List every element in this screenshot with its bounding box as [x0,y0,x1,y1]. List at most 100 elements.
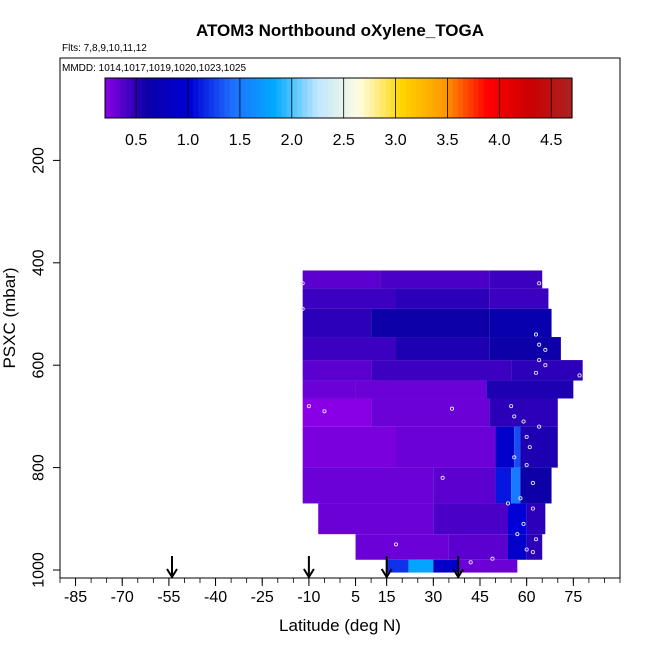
heatmap-cell [302,380,356,399]
colorbar-segment [296,78,303,118]
colorbar-segment [307,78,314,118]
colorbar-segment [193,78,199,118]
heatmap-cell [302,467,434,504]
colorbar-tick-label: 1.0 [177,132,199,149]
heatmap-cell [511,360,583,381]
heatmap-cell [355,534,449,560]
heatmap-cell [486,380,574,399]
colorbar-segment [380,78,386,118]
colorbar-segment [234,78,241,118]
colorbar-segment [213,78,220,118]
sample-point [300,306,305,311]
colorbar-segment [120,78,127,118]
colorbar-tick-label: 1.5 [229,132,251,149]
sample-point [300,281,305,286]
colorbar-segment [338,78,345,118]
colorbar-segment [239,78,246,118]
colorbar-segment [130,78,137,118]
heatmap-cell [508,534,527,560]
sample-point [449,406,455,411]
colorbar-segment [525,78,532,118]
colorbar-segment [535,78,542,118]
heatmap-cell [396,288,490,309]
sample-point [533,537,539,542]
colorbar-segment [265,78,272,118]
heatmap-cell [302,360,372,381]
colorbar-segment [400,78,407,118]
colorbar-segment [411,78,417,118]
colorbar-segment [431,78,438,118]
sample-point [530,550,535,555]
sample-point [440,475,445,480]
colorbar: 0.5 1.0 1.5 2.0 2.5 3.0 3.5 4.0 4.5 [104,77,573,149]
colorbar-segment [359,78,366,118]
colorbar-segment [452,78,459,118]
sample-points [300,281,582,565]
sample-point [512,455,517,460]
colorbar-segment [343,78,350,118]
sample-point [505,501,511,506]
x-tick-label: 45 [471,589,489,606]
colorbar-segment [437,78,443,118]
colorbar-segment [530,78,537,118]
colorbar-tick-label: 4.5 [540,132,562,149]
colorbar-segment [136,78,142,118]
colorbar-segment [151,78,158,118]
x-tick-label: -55 [157,589,180,606]
colorbar-segment [374,78,381,118]
x-tick-label: -85 [64,589,87,606]
sample-point [543,363,548,368]
heatmap-cell [511,467,521,504]
colorbar-segment [188,78,194,118]
colorbar-segment [141,78,148,118]
colorbar-segment [463,78,469,118]
colorbar-segment [540,78,547,118]
colorbar-segment [551,78,558,118]
heatmap-cell [396,337,490,361]
x-tick-label: -40 [204,589,227,606]
colorbar-segment [348,78,355,118]
heatmap-cell [433,467,496,504]
colorbar-segment [426,78,433,118]
heatmap-cell [520,426,558,468]
colorbar-segment [520,78,526,118]
colorbar-segment [115,78,122,118]
x-tick-label: -70 [111,589,134,606]
heatmap-cell [355,380,487,399]
colorbar-tick-label: 2.5 [333,132,355,149]
colorbar-segment [286,78,293,118]
heatmap-cell [408,559,434,573]
colorbar-segment [317,78,324,118]
heatmap-cell [520,467,552,504]
colorbar-segment [110,78,116,118]
sample-point [524,434,529,439]
colorbar-segment [514,78,521,118]
colorbar-segment [146,78,153,118]
colorbar-segment [172,78,179,118]
colorbar-segment [442,78,449,118]
heatmap-cells [302,270,583,573]
flights-subtitle: Flts: 7,8,9,10,11,12 [62,43,147,54]
colorbar-tick-label: 3.0 [384,132,406,149]
arrow-head [380,568,393,579]
sample-point [515,532,520,537]
x-tick-label: 15 [378,589,396,606]
colorbar-segment [255,78,262,118]
colorbar-segment [291,78,298,118]
colorbar-segment [281,78,288,118]
colorbar-segment [385,78,391,118]
colorbar-tick-label: 2.0 [281,132,303,149]
colorbar-segment [208,78,215,118]
chart-title: ATOM3 Northbound oXylene_TOGA [196,21,484,40]
colorbar-segment [229,78,236,118]
colorbar-segment [369,78,376,118]
sample-point [322,409,327,414]
sample-point [537,424,542,429]
sample-point [524,462,529,468]
heatmap-cell [371,360,512,381]
y-tick-label: 800 [31,454,48,481]
x-tick-label: -10 [297,589,320,606]
heatmap-cell [489,398,558,427]
sample-point [468,560,473,565]
